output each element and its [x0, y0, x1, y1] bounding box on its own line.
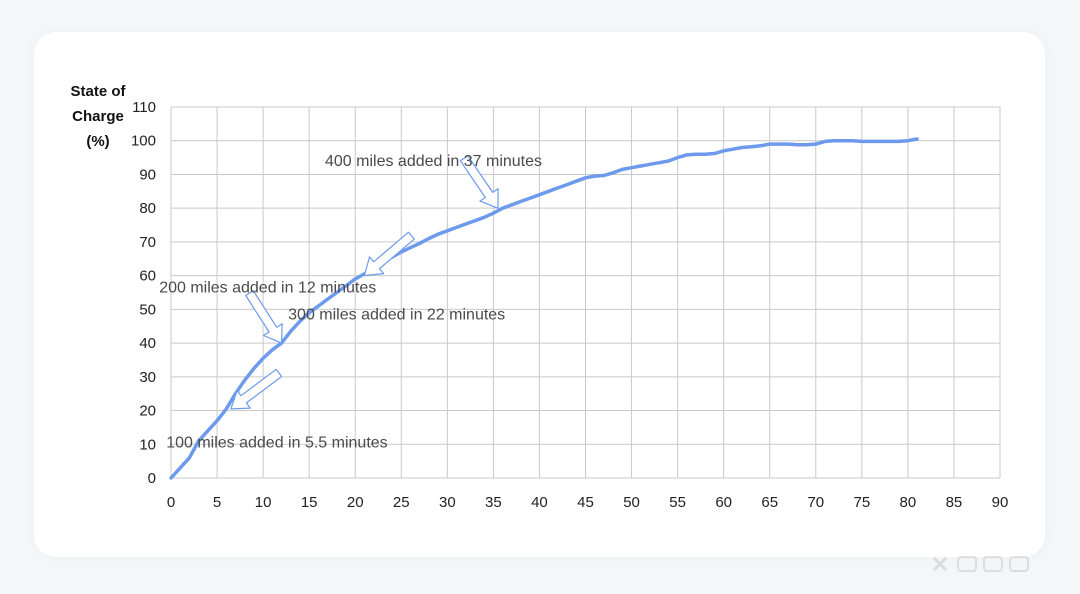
x-tick-label-60: 60 [715, 494, 732, 511]
y-axis-ticks: 0 10 20 30 40 50 60 70 80 90 100 110 [131, 99, 156, 487]
y-tick-label-0: 0 [148, 470, 156, 487]
annotation-arrow-1 [245, 290, 283, 344]
soc-series-line-0 [169, 137, 919, 480]
x-tick-label-75: 75 [853, 494, 870, 511]
y-tick-label-30: 30 [139, 369, 156, 386]
x-tick-label-35: 35 [485, 494, 502, 511]
x-tick-label-65: 65 [761, 494, 778, 511]
y-axis-title-line-3: (%) [86, 133, 109, 150]
x-tick-label-90: 90 [992, 494, 1009, 511]
x-tick-label-15: 15 [301, 494, 318, 511]
x-tick-label-30: 30 [439, 494, 456, 511]
annotation-arrow-2 [363, 231, 415, 277]
y-tick-label-110: 110 [132, 99, 156, 116]
y-tick-label-100: 100 [131, 133, 156, 150]
annotation-arrow-3 [230, 368, 283, 410]
x-axis-ticks: 0 5 10 15 20 25 30 35 40 45 50 55 60 65 70 75 80 85 90 [167, 494, 1009, 511]
annotation-label-2: 300 miles added in 22 minutes [288, 306, 505, 323]
x-tick-label-0: 0 [167, 494, 175, 511]
y-axis-title-line-2: Charge [72, 108, 124, 125]
y-tick-label-90: 90 [139, 166, 156, 183]
y-axis-title: State of Charge (%) [70, 83, 126, 150]
y-tick-label-70: 70 [139, 234, 156, 251]
x-tick-label-80: 80 [900, 494, 917, 511]
grid [170, 106, 1001, 479]
y-tick-label-50: 50 [139, 301, 156, 318]
x-tick-label-25: 25 [393, 494, 410, 511]
x-tick-label-55: 55 [669, 494, 686, 511]
x-tick-label-50: 50 [623, 494, 640, 511]
y-tick-label-10: 10 [139, 436, 156, 453]
x-tick-label-40: 40 [531, 494, 548, 511]
x-tick-label-85: 85 [946, 494, 963, 511]
series [169, 137, 919, 480]
watermark-logo [932, 556, 1029, 572]
x-tick-label-10: 10 [255, 494, 272, 511]
y-tick-label-80: 80 [139, 200, 156, 217]
x-tick-label-70: 70 [807, 494, 824, 511]
annotation-label-0: 400 miles added in 37 minutes [325, 153, 542, 170]
y-tick-label-20: 20 [139, 403, 156, 420]
y-axis-title-line-1: State of [70, 83, 126, 100]
annotation-arrow-0 [459, 155, 499, 209]
x-tick-label-45: 45 [577, 494, 594, 511]
annotation-label-1: 200 miles added in 12 minutes [159, 280, 376, 297]
annotations: 400 miles added in 37 minutes 200 miles a… [159, 153, 542, 452]
annotation-label-3: 100 miles added in 5.5 minutes [166, 435, 387, 452]
y-tick-label-60: 60 [139, 268, 156, 285]
x-tick-label-20: 20 [347, 494, 364, 511]
y-tick-label-40: 40 [139, 335, 156, 352]
x-tick-label-5: 5 [213, 494, 221, 511]
